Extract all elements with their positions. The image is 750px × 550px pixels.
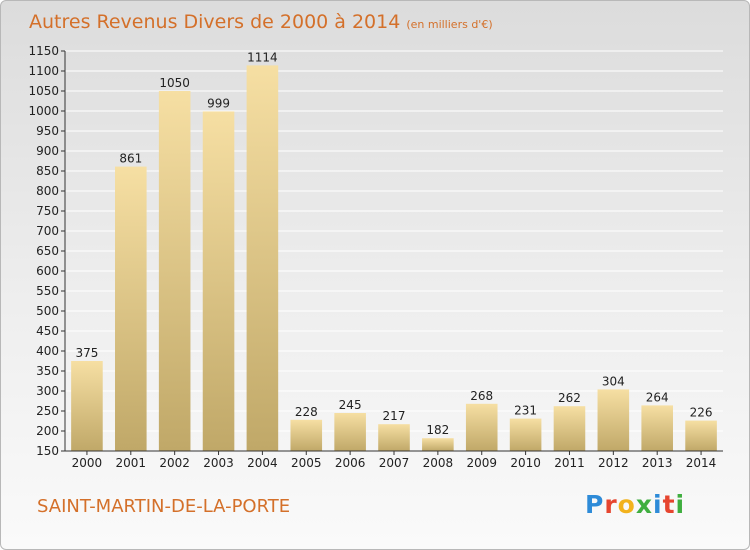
y-tick-label: 550 (36, 284, 59, 298)
x-tick-label: 2014 (686, 456, 717, 470)
chart-title-text: Autres Revenus Divers de 2000 à 2014 (29, 11, 401, 33)
bar-2013 (641, 405, 673, 451)
bar-2014 (685, 420, 717, 451)
logo-letter: o (617, 490, 636, 519)
y-tick-label: 850 (36, 164, 59, 178)
x-tick-label: 2000 (72, 456, 103, 470)
x-axis-ticks: 2000 2001 2002 2003 2004 2005 2006 2007 2008 2009… (72, 451, 717, 470)
y-tick-label: 250 (36, 404, 59, 418)
bar-2002 (158, 91, 191, 451)
bar-value-label: 264 (646, 390, 669, 404)
bar-value-label: 1114 (247, 50, 278, 64)
x-tick-label: 2008 (423, 456, 454, 470)
bar-value-label: 231 (514, 404, 537, 418)
y-tick-label: 1100 (28, 64, 59, 78)
logo-letter: P (585, 490, 605, 519)
x-tick-label: 2009 (466, 456, 497, 470)
x-tick-label: 2013 (642, 456, 673, 470)
bar-2001 (115, 166, 147, 451)
x-tick-label: 2006 (335, 456, 366, 470)
logo-letter: r (604, 490, 618, 519)
chart-title: Autres Revenus Divers de 2000 à 2014 (en … (29, 11, 493, 33)
commune-name: SAINT-MARTIN-DE-LA-PORTE (37, 496, 291, 517)
bar-value-label: 182 (426, 423, 449, 437)
y-tick-label: 600 (36, 264, 59, 278)
y-tick-label: 500 (36, 304, 59, 318)
bar-2004 (246, 65, 279, 452)
y-tick-label: 950 (36, 124, 59, 138)
bar-2009 (465, 403, 498, 451)
x-tick-label: 2012 (598, 456, 629, 470)
logo-letter: i (653, 490, 663, 519)
bar-2007 (378, 424, 410, 451)
y-tick-label: 700 (36, 224, 59, 238)
y-tick-label: 1000 (28, 104, 59, 118)
y-tick-label: 900 (36, 144, 59, 158)
bar-value-label: 268 (470, 389, 493, 403)
bar-value-label: 861 (119, 152, 142, 166)
bar-value-label: 999 (207, 96, 230, 110)
bar-value-label: 217 (383, 409, 406, 423)
x-tick-label: 2005 (291, 456, 322, 470)
bar-value-label: 245 (339, 398, 362, 412)
bar-value-label: 226 (690, 406, 713, 420)
y-tick-label: 650 (36, 244, 59, 258)
x-tick-label: 2002 (159, 456, 190, 470)
y-tick-label: 150 (36, 444, 59, 458)
y-tick-label: 800 (36, 184, 59, 198)
bar-value-labels: 375 861 1050 999 1114 228 245 217 182 268 231 262 30… (75, 50, 712, 437)
bar-2003 (202, 111, 235, 452)
x-tick-label: 2011 (554, 456, 585, 470)
y-tick-label: 200 (36, 424, 59, 438)
bar-value-label: 262 (558, 391, 581, 405)
bar-2000 (71, 361, 103, 451)
logo-letter: x (635, 490, 653, 519)
y-tick-label: 400 (36, 344, 59, 358)
x-tick-label: 2001 (116, 456, 147, 470)
y-tick-label: 300 (36, 384, 59, 398)
x-tick-label: 2003 (203, 456, 234, 470)
proxiti-logo: Proxiti (585, 490, 685, 519)
bar-2006 (334, 413, 366, 451)
bars (71, 65, 717, 452)
y-tick-label: 350 (36, 364, 59, 378)
logo-letter: t (662, 490, 676, 519)
bar-2005 (290, 419, 323, 451)
bar-2010 (509, 418, 542, 451)
y-tick-label: 1150 (28, 44, 59, 58)
x-tick-label: 2004 (247, 456, 278, 470)
bar-value-label: 228 (295, 405, 318, 419)
bar-value-label: 304 (602, 374, 625, 388)
unit-note: (en milliers d'€) (406, 18, 493, 31)
y-tick-label: 450 (36, 324, 59, 338)
x-tick-label: 2007 (379, 456, 410, 470)
bar-2008 (422, 438, 454, 451)
bar-2011 (553, 406, 586, 451)
y-axis-ticks: 150 200 250 300 350 400 450 500 550 600 650 700 750 8… (28, 44, 65, 458)
bar-value-label: 375 (75, 346, 98, 360)
bar-value-label: 1050 (159, 76, 190, 90)
logo-letter: i (675, 490, 686, 519)
y-tick-label: 750 (36, 204, 59, 218)
y-tick-label: 1050 (28, 84, 59, 98)
x-tick-label: 2010 (510, 456, 541, 470)
bar-2012 (597, 389, 630, 451)
